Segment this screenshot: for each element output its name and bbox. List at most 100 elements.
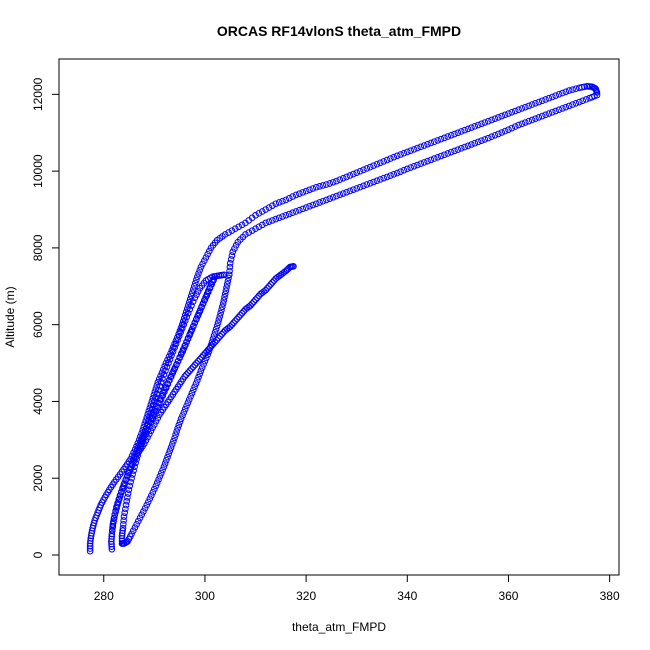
data-point xyxy=(196,370,204,378)
data-point xyxy=(329,178,337,186)
data-point xyxy=(189,363,197,371)
data-point xyxy=(290,263,297,270)
data-point xyxy=(559,105,566,112)
data-point xyxy=(216,332,224,340)
data-point xyxy=(121,509,128,517)
data-point xyxy=(461,143,468,151)
data-point xyxy=(471,123,479,130)
data-point xyxy=(194,273,201,280)
data-point xyxy=(188,302,195,309)
data-point xyxy=(114,499,121,507)
data-point xyxy=(228,227,236,234)
data-point xyxy=(491,132,499,139)
data-point xyxy=(393,152,401,160)
data-point xyxy=(153,479,161,487)
data-point xyxy=(220,271,228,279)
data-point xyxy=(451,147,458,155)
data-point xyxy=(424,140,431,148)
data-point xyxy=(262,219,269,227)
data-point xyxy=(247,302,254,309)
data-point xyxy=(488,133,495,141)
data-point xyxy=(319,182,327,189)
data-point xyxy=(535,114,543,121)
data-point xyxy=(434,137,441,144)
data-point xyxy=(175,332,183,340)
data-point xyxy=(120,520,127,528)
data-point xyxy=(542,96,549,103)
data-point xyxy=(198,364,206,371)
data-point xyxy=(353,185,361,192)
data-point xyxy=(296,206,303,214)
data-point xyxy=(183,402,190,410)
data-point xyxy=(205,288,212,296)
data-point xyxy=(192,380,200,387)
data-point xyxy=(316,183,323,190)
data-point xyxy=(424,157,431,165)
data-point xyxy=(229,248,237,256)
data-point xyxy=(252,211,259,219)
data-point xyxy=(474,138,482,146)
data-point xyxy=(220,297,228,304)
data-point xyxy=(400,149,408,157)
data-point xyxy=(138,511,146,518)
data-point xyxy=(171,344,178,352)
data-point xyxy=(216,313,224,320)
data-point xyxy=(129,527,137,534)
data-point xyxy=(212,325,220,333)
data-point xyxy=(370,162,377,169)
data-point xyxy=(555,106,563,114)
data-point xyxy=(545,110,553,117)
data-point xyxy=(184,334,192,342)
data-point xyxy=(156,382,164,390)
data-point xyxy=(180,409,188,416)
data-point xyxy=(306,186,313,194)
data-point xyxy=(172,431,179,439)
data-point xyxy=(178,325,186,332)
data-point xyxy=(176,354,183,361)
data-point xyxy=(498,129,506,136)
data-point xyxy=(171,365,178,373)
data-point xyxy=(132,453,140,461)
data-point xyxy=(164,356,171,364)
data-point xyxy=(233,315,241,323)
data-point xyxy=(461,126,468,134)
data-point xyxy=(248,300,256,307)
data-point xyxy=(417,143,425,151)
data-point xyxy=(168,441,176,448)
data-point xyxy=(119,524,127,532)
data-point xyxy=(387,155,394,162)
data-point xyxy=(208,281,215,288)
data-point xyxy=(188,389,196,397)
data-point xyxy=(214,319,222,327)
data-point xyxy=(258,208,266,215)
data-point xyxy=(252,296,259,304)
data-point xyxy=(145,430,153,438)
data-point xyxy=(210,277,217,284)
data-point xyxy=(267,281,275,288)
data-point xyxy=(215,316,223,323)
data-point xyxy=(224,277,232,285)
data-point xyxy=(218,306,225,314)
data-point xyxy=(197,263,205,271)
data-point xyxy=(188,365,195,373)
data-point xyxy=(179,346,187,353)
data-point xyxy=(225,274,232,282)
data-point xyxy=(174,357,182,365)
data-point xyxy=(491,115,499,122)
data-point xyxy=(159,389,167,397)
data-point xyxy=(154,403,162,411)
data-point xyxy=(206,247,213,255)
data-point xyxy=(447,148,455,156)
data-point xyxy=(248,227,256,234)
x-tick-label: 360 xyxy=(498,589,518,603)
data-point xyxy=(190,386,197,394)
data-point xyxy=(191,361,199,369)
data-point xyxy=(200,257,208,265)
data-point xyxy=(223,284,230,291)
data-point xyxy=(403,165,411,173)
data-point xyxy=(538,112,546,120)
data-point xyxy=(417,160,425,168)
data-point xyxy=(545,94,553,102)
data-point xyxy=(218,330,226,338)
data-point xyxy=(407,147,414,154)
